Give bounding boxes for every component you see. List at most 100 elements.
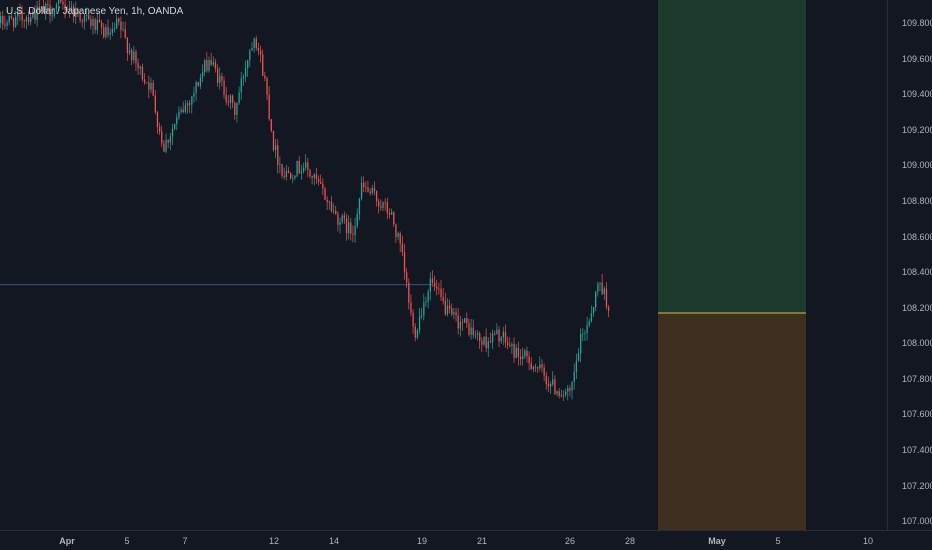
time-tick-label: 28 xyxy=(624,536,636,546)
candle-body xyxy=(208,59,210,71)
candle-body xyxy=(483,336,485,345)
candle xyxy=(197,82,199,87)
candle xyxy=(36,1,38,27)
candle-body xyxy=(120,21,122,30)
price-tick-label: 109.600 xyxy=(902,53,932,64)
time-axis[interactable]: Apr 5 7 12 14 19 21 26 28 May 5 10 xyxy=(0,530,932,550)
candle xyxy=(549,381,552,395)
position-profit-zone[interactable] xyxy=(658,0,806,314)
candle xyxy=(135,49,137,72)
candle-body xyxy=(212,62,214,65)
candle-body xyxy=(143,79,146,83)
candle xyxy=(12,16,15,32)
candle-body xyxy=(309,169,311,177)
candle-body xyxy=(597,284,599,292)
candle-body xyxy=(266,78,268,95)
position-tool[interactable] xyxy=(658,0,806,530)
candle-body xyxy=(4,24,6,26)
candle-body xyxy=(509,345,511,347)
candle xyxy=(116,14,118,30)
candle xyxy=(47,0,49,14)
candle-body xyxy=(225,94,227,102)
candle xyxy=(453,307,455,320)
position-loss-zone[interactable] xyxy=(658,313,806,530)
candle-body xyxy=(526,350,528,357)
candle xyxy=(502,326,505,346)
candle-body xyxy=(30,17,32,23)
candle-body xyxy=(0,16,2,24)
candle-body xyxy=(524,350,526,357)
candle xyxy=(141,63,144,82)
candle xyxy=(2,10,4,31)
candle xyxy=(285,164,288,181)
candle-body xyxy=(51,15,53,17)
candle xyxy=(206,52,208,73)
candle-body xyxy=(298,160,300,174)
candle xyxy=(45,1,47,20)
candle-body xyxy=(236,103,238,115)
candle-body xyxy=(390,212,393,215)
candle-body xyxy=(64,4,66,10)
candle-body xyxy=(249,50,251,61)
candle-body xyxy=(582,333,584,335)
candle-body xyxy=(238,92,240,104)
candle-body xyxy=(386,202,388,214)
plot-area[interactable] xyxy=(0,0,887,530)
candle xyxy=(216,64,219,87)
candle xyxy=(294,175,296,181)
candle-body xyxy=(186,103,189,106)
candle-body xyxy=(496,329,498,335)
candle xyxy=(158,122,161,135)
candle-body xyxy=(324,188,326,200)
candle xyxy=(251,42,253,51)
candle-body xyxy=(156,112,159,128)
candle-body xyxy=(476,333,479,335)
candle-body xyxy=(219,75,221,83)
candle xyxy=(313,172,315,186)
candle xyxy=(17,6,19,25)
price-axis[interactable]: 109.800 109.600 109.400 109.200 109.000 108.8… xyxy=(887,0,932,530)
candle xyxy=(259,45,262,63)
candle xyxy=(118,17,120,26)
candle xyxy=(27,10,30,26)
candle-body xyxy=(350,222,352,234)
candle-body xyxy=(214,62,217,69)
candle-body xyxy=(15,16,17,27)
candle xyxy=(545,371,547,390)
candle xyxy=(418,307,421,335)
candle xyxy=(580,328,582,363)
candle xyxy=(79,9,81,24)
candle-body xyxy=(348,222,350,234)
candle-body xyxy=(500,337,502,342)
candle-body xyxy=(332,210,335,212)
candle-body xyxy=(406,272,408,283)
candle xyxy=(524,348,526,359)
candle xyxy=(309,168,311,179)
candle xyxy=(410,294,412,317)
candle-body xyxy=(502,331,505,338)
candle xyxy=(98,13,101,23)
candle xyxy=(300,164,303,180)
candle xyxy=(371,184,373,196)
candle xyxy=(541,359,543,373)
candle-body xyxy=(259,50,262,55)
candle-body xyxy=(105,27,107,37)
candle-body xyxy=(530,363,532,370)
candle xyxy=(504,324,507,348)
candle xyxy=(139,65,141,76)
candle-body xyxy=(547,383,550,387)
candle-body xyxy=(313,174,315,178)
candle xyxy=(479,331,481,349)
candle xyxy=(571,381,573,400)
candle xyxy=(500,336,502,344)
candle xyxy=(154,90,156,115)
candle xyxy=(556,390,558,397)
candle xyxy=(92,15,94,35)
candle xyxy=(75,1,77,24)
candle-body xyxy=(466,318,468,324)
candle xyxy=(42,0,45,14)
candle-body xyxy=(558,391,560,397)
candle-body xyxy=(180,109,182,112)
candle-body xyxy=(455,312,457,316)
